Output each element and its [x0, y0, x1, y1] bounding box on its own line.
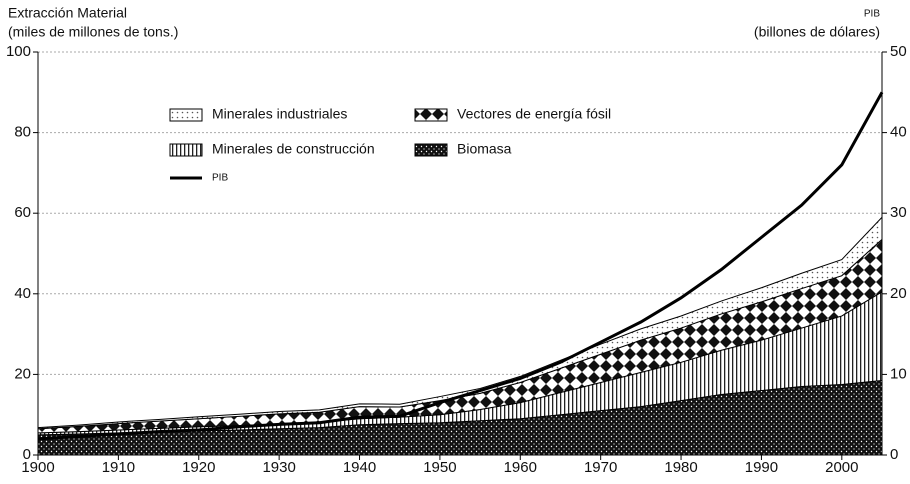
y-tick-label: 0 — [23, 446, 31, 463]
x-tick-label: 1930 — [262, 459, 295, 476]
x-tick-label: 1970 — [584, 459, 617, 476]
x-tick-label: 1950 — [423, 459, 456, 476]
y-tick-label: 20 — [14, 365, 31, 382]
y2-axis-label: (billones de dólares) — [754, 24, 880, 40]
legend-label: Minerales de construcción — [212, 141, 375, 157]
y-axis-label: Extracción Material — [8, 5, 127, 21]
x-tick-label: 2000 — [825, 459, 858, 476]
x-tick-label: 1910 — [102, 459, 135, 476]
legend-label: Vectores de energía fósil — [457, 106, 611, 122]
x-tick-label: 1920 — [182, 459, 215, 476]
x-tick-label: 1980 — [664, 459, 697, 476]
legend-label: Minerales industriales — [212, 106, 347, 122]
line — [37, 91, 884, 441]
y2-tick-label: 50 — [890, 43, 907, 60]
y2-tick-label: 10 — [890, 365, 907, 382]
legend-label: Biomasa — [457, 141, 512, 157]
y-axis-label: (miles de millones de tons.) — [8, 24, 178, 40]
y-tick-label: 40 — [14, 285, 31, 302]
y2-axis-label: PIB — [864, 9, 880, 20]
x-tick-label: 1990 — [745, 459, 778, 476]
y-tick-label: 80 — [14, 124, 31, 141]
y2-tick-label: 20 — [890, 285, 907, 302]
y-tick-label: 100 — [6, 43, 31, 60]
x-tick-label: 1940 — [343, 459, 376, 476]
y2-tick-label: 30 — [890, 204, 907, 221]
legend-swatch — [414, 108, 448, 122]
y2-tick-label: 0 — [890, 446, 898, 463]
legend-swatch — [414, 143, 448, 157]
x-tick-label: 1960 — [504, 459, 537, 476]
legend-label: PIB — [212, 173, 228, 184]
y-tick-label: 60 — [14, 204, 31, 221]
legend-swatch — [169, 108, 203, 122]
x-tick-label: 1900 — [21, 459, 54, 476]
y2-tick-label: 40 — [890, 124, 907, 141]
legend-swatch — [169, 143, 203, 157]
